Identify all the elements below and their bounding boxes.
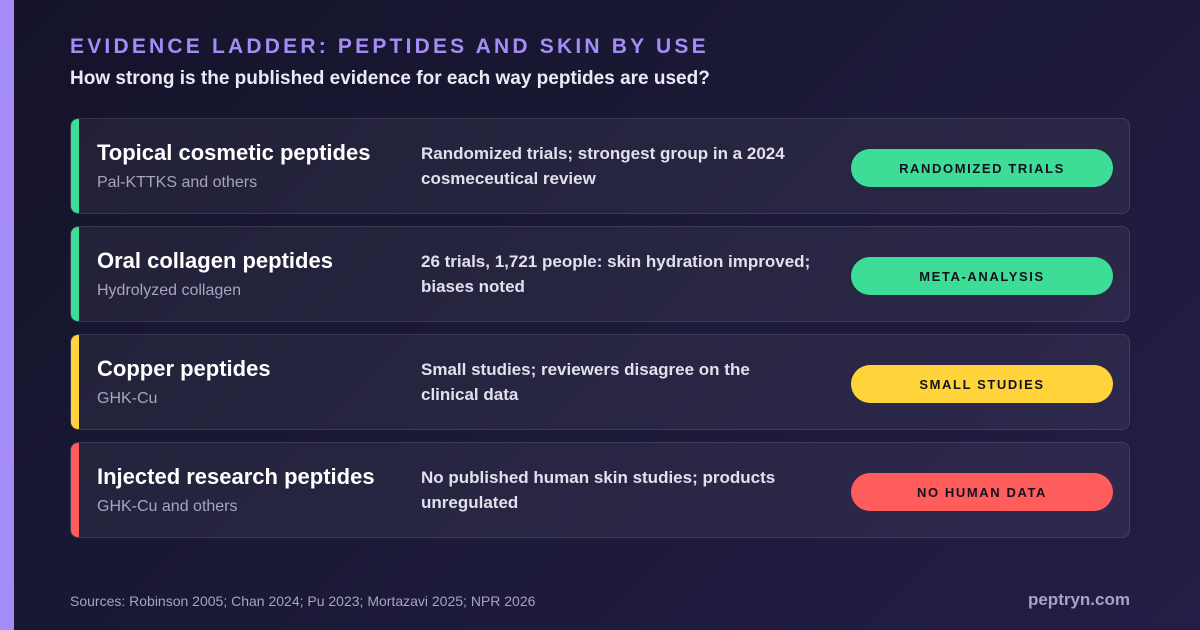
row-subtitle: GHK-Cu and others <box>97 498 238 515</box>
row-subtitle: GHK-Cu <box>97 390 158 407</box>
row-description: No published human skin studies; product… <box>421 468 776 512</box>
row-title: Copper peptides <box>97 356 271 381</box>
page-subtitle: How strong is the published evidence for… <box>70 68 710 89</box>
row-color-stripe <box>71 227 79 321</box>
evidence-badge: SMALL STUDIES <box>851 365 1113 403</box>
evidence-row-oral-collagen: Oral collagen peptides Hydrolyzed collag… <box>70 226 1130 322</box>
row-description: Randomized trials; strongest group in a … <box>421 144 785 188</box>
row-subtitle: Hydrolyzed collagen <box>97 282 242 299</box>
evidence-row-injected: Injected research peptides GHK-Cu and ot… <box>70 442 1130 538</box>
row-description: Small studies; reviewers disagree on the… <box>421 360 750 404</box>
row-color-stripe <box>71 335 79 429</box>
row-title: Oral collagen peptides <box>97 248 333 273</box>
evidence-row-copper: Copper peptides GHK-Cu Small studies; re… <box>70 334 1130 430</box>
evidence-badge: NO HUMAN DATA <box>851 473 1113 511</box>
row-title: Topical cosmetic peptides <box>97 140 371 165</box>
row-title: Injected research peptides <box>97 464 375 489</box>
evidence-list: Topical cosmetic peptides Pal-KTTKS and … <box>70 118 1130 550</box>
brand-link[interactable]: peptryn.com <box>1027 590 1130 609</box>
row-color-stripe <box>71 443 79 537</box>
row-description: 26 trials, 1,721 people: skin hydration … <box>421 252 811 296</box>
sources-note: Sources: Robinson 2005; Chan 2024; Pu 20… <box>70 593 536 609</box>
page-title: EVIDENCE LADDER: PEPTIDES AND SKIN BY US… <box>70 35 709 58</box>
evidence-badge: RANDOMIZED TRIALS <box>851 149 1113 187</box>
row-subtitle: Pal-KTTKS and others <box>97 174 258 191</box>
evidence-row-topical: Topical cosmetic peptides Pal-KTTKS and … <box>70 118 1130 214</box>
row-color-stripe <box>71 119 79 213</box>
evidence-badge: META-ANALYSIS <box>851 257 1113 295</box>
accent-bar <box>0 0 14 630</box>
